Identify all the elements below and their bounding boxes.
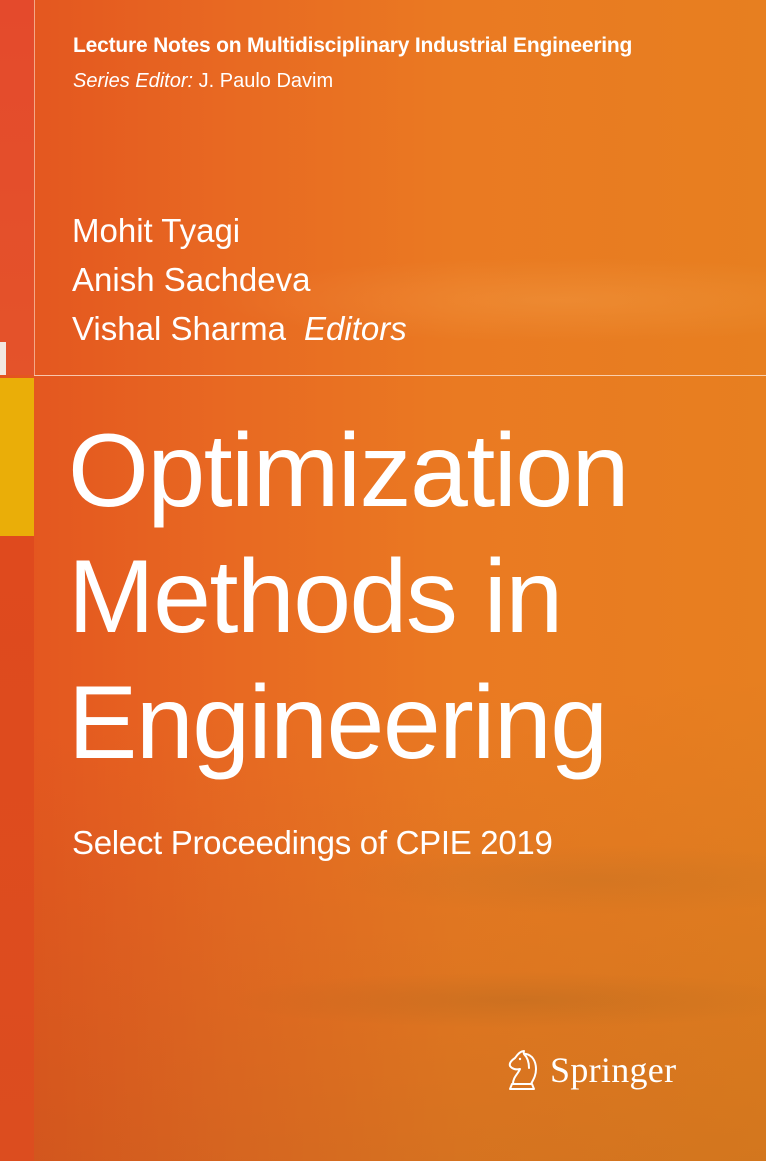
series-editor-label: Series Editor:	[73, 70, 194, 92]
series-editor-name: J. Paulo Davim	[198, 70, 334, 92]
publisher-name: Springer	[550, 1050, 677, 1090]
editor-name-with-role: Vishal Sharma Editors	[72, 304, 407, 353]
editors-block: Mohit Tyagi Anish Sachdeva Vishal Sharma…	[72, 206, 407, 353]
series-title: Lecture Notes on Multidisciplinary Indus…	[73, 34, 633, 57]
editor-name: Mohit Tyagi	[72, 212, 241, 249]
series-editor: Series Editor: J. Paulo Davim	[73, 70, 333, 93]
editor-name: Anish Sachdeva	[72, 261, 311, 298]
publisher-logo: Springer	[502, 1040, 676, 1100]
editors-role: Editors	[304, 310, 407, 347]
book-title-line: Methods in	[68, 539, 563, 655]
left-strip-bottom	[0, 536, 34, 1161]
horizontal-divider	[34, 375, 766, 376]
accent-bar	[0, 378, 34, 536]
book-title-line: Optimization	[68, 413, 630, 529]
book-title-line: Engineering	[68, 665, 608, 781]
vertical-divider	[34, 0, 35, 375]
chess-knight-icon	[508, 1050, 537, 1090]
book-title: Optimization Methods in Engineering	[68, 408, 758, 786]
editor-name: Vishal Sharma	[72, 310, 287, 347]
book-subtitle: Select Proceedings of CPIE 2019	[72, 824, 553, 861]
left-strip-white-notch	[0, 342, 6, 375]
left-strip-top	[0, 0, 34, 375]
